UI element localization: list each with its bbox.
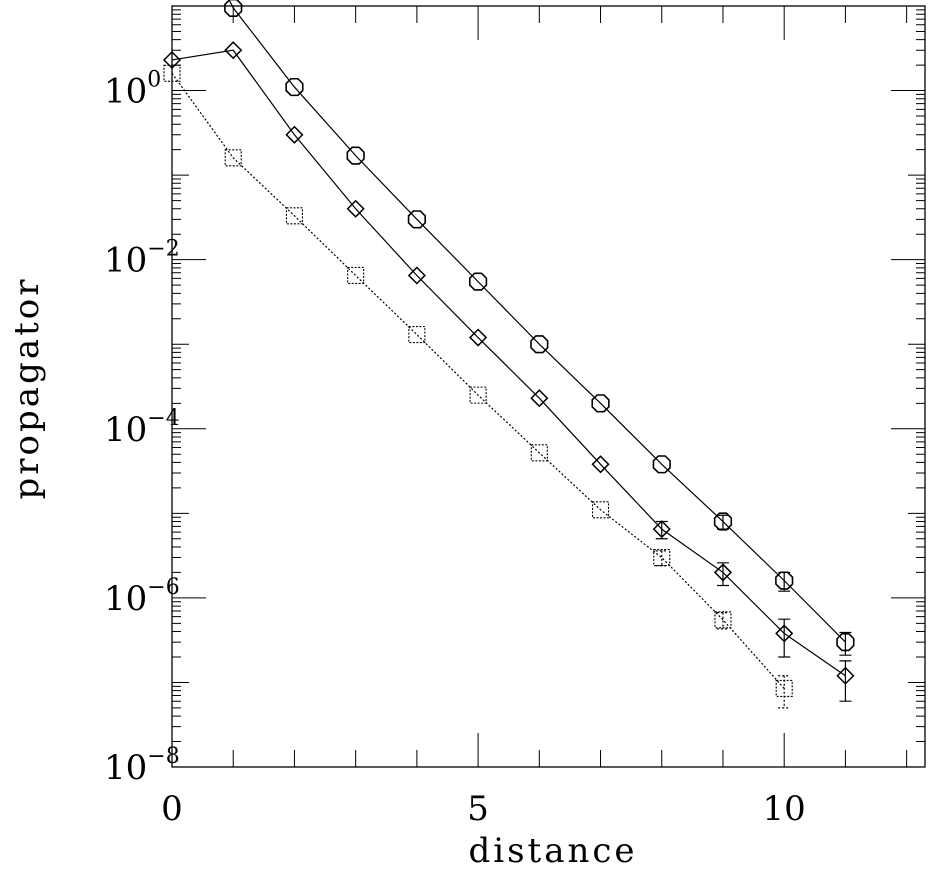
series-octagon (224, 0, 855, 656)
data-point (775, 679, 793, 697)
data-point (469, 386, 487, 404)
y-tick-label: 10−6 (104, 575, 180, 619)
data-point (224, 0, 243, 17)
data-point (407, 266, 426, 285)
data-point (775, 624, 794, 643)
data-point (530, 444, 548, 462)
data-point (836, 632, 855, 652)
data-point (468, 272, 488, 291)
data-point (591, 455, 610, 474)
x-tick-label: 5 (467, 789, 489, 829)
data-point (407, 210, 426, 229)
series-line-square (171, 72, 785, 689)
series-line-diamond (171, 49, 846, 677)
data-point (285, 207, 303, 225)
plot-frame (171, 5, 926, 768)
series-diamond (162, 41, 855, 702)
data-point (346, 146, 365, 165)
data-point (713, 563, 733, 582)
data-point (530, 389, 549, 408)
x-tick-label: 0 (161, 789, 183, 829)
y-axis-label: propagator (7, 277, 47, 500)
data-point (652, 520, 671, 539)
error-bar (655, 550, 668, 567)
data-point (285, 77, 304, 97)
data-point (224, 41, 243, 60)
x-axis-label: distance (468, 831, 637, 871)
error-bar (716, 562, 729, 587)
series-square (163, 64, 793, 709)
error-bar (778, 675, 791, 709)
tick-marks (171, 5, 925, 768)
data-point (163, 64, 181, 82)
data-point (714, 611, 732, 629)
y-tick-label: 10−4 (104, 406, 180, 450)
y-tick-label: 10−2 (104, 237, 180, 281)
data-series (162, 0, 855, 709)
data-point (285, 125, 304, 144)
y-tick-label: 100 (104, 68, 161, 112)
data-point (775, 571, 794, 590)
x-tick-label: 10 (763, 789, 806, 829)
data-point (469, 328, 488, 347)
data-point (713, 512, 733, 531)
data-point (591, 501, 610, 519)
tick-labels: 051010210010−210−410−610−8 (104, 68, 806, 829)
error-bar (839, 631, 852, 656)
series-line-octagon (228, 0, 846, 643)
data-point (653, 548, 671, 567)
plot-border (171, 5, 926, 768)
data-point (347, 266, 365, 285)
axis-ticks (171, 5, 925, 768)
data-point (162, 50, 182, 70)
data-point (836, 666, 855, 685)
data-point (408, 326, 426, 344)
data-point (224, 149, 242, 167)
data-point (591, 394, 610, 413)
data-point (530, 335, 549, 354)
y-tick-label: 10−8 (104, 744, 180, 788)
data-point (652, 455, 671, 474)
error-bar (716, 611, 729, 630)
data-point (346, 199, 365, 218)
